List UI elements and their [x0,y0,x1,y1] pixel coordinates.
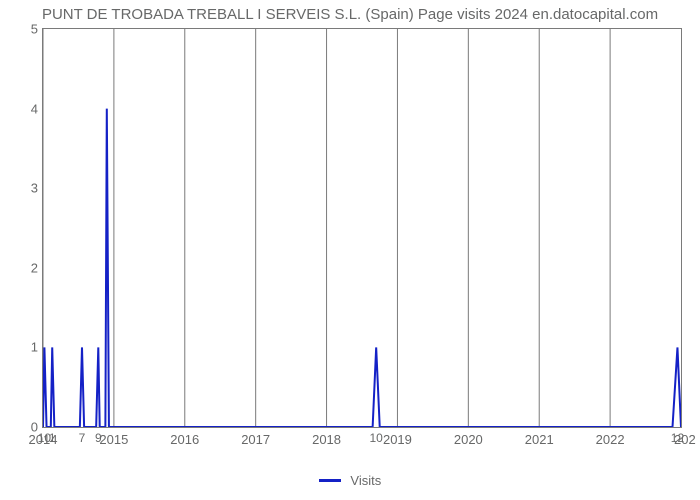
point-label: 10 [369,431,382,445]
y-tick-label: 2 [8,260,38,275]
y-tick-label: 1 [8,340,38,355]
chart-container: PUNT DE TROBADA TREBALL I SERVEIS S.L. (… [0,0,700,500]
series-group [43,109,681,427]
series-line [43,109,681,427]
x-tick-label: 2015 [99,432,128,447]
x-tick-label: 2022 [596,432,625,447]
plot-svg [43,29,681,427]
x-tick-label: 2018 [312,432,341,447]
point-label: 12 [671,431,684,445]
y-tick-label: 5 [8,22,38,37]
x-tick-label: 2017 [241,432,270,447]
plot-area [42,28,682,428]
point-label: 1 [49,431,56,445]
x-tick-label: 2021 [525,432,554,447]
point-label: 7 [79,431,86,445]
y-tick-label: 4 [8,101,38,116]
point-label: 9 [95,431,102,445]
x-tick-label: 2020 [454,432,483,447]
x-tick-label: 2016 [170,432,199,447]
y-tick-label: 3 [8,181,38,196]
legend: Visits [0,472,700,488]
legend-swatch [319,479,341,482]
vertical-gridlines [43,29,610,427]
x-tick-label: 2019 [383,432,412,447]
chart-title: PUNT DE TROBADA TREBALL I SERVEIS S.L. (… [0,6,700,23]
legend-label: Visits [350,473,381,488]
